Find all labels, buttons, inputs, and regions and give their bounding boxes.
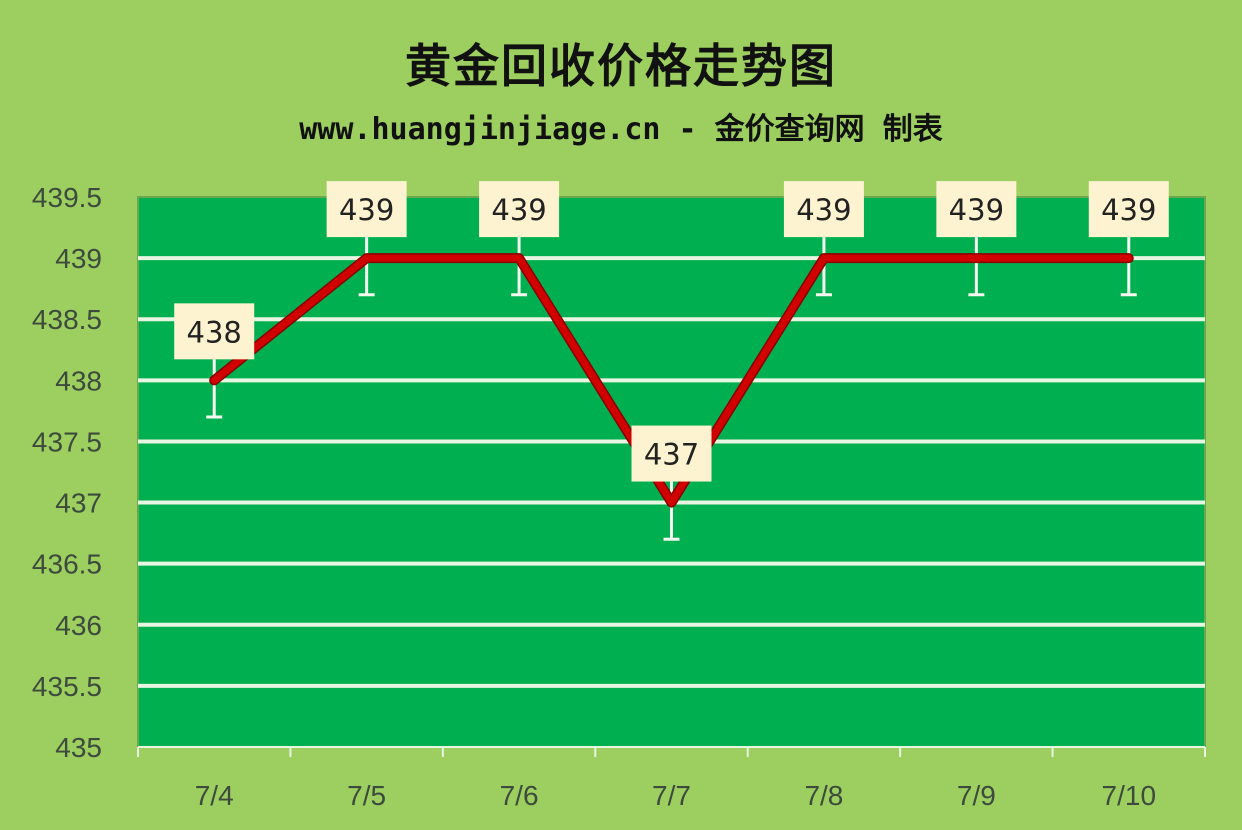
data-label-box <box>783 181 864 238</box>
y-tick-label: 437 <box>55 488 102 519</box>
y-tick-label: 438 <box>55 365 102 396</box>
data-label: 439 <box>339 193 394 227</box>
data-label: 439 <box>1101 193 1156 227</box>
y-tick-label: 435 <box>55 732 102 763</box>
data-label: 439 <box>796 193 851 227</box>
chart-subtitle: www.huangjinjiage.cn - 金价查询网 制表 <box>299 112 943 147</box>
data-label: 439 <box>491 193 546 227</box>
x-tick-label: 7/6 <box>500 780 539 811</box>
x-tick-label: 7/7 <box>652 780 691 811</box>
data-label: 438 <box>187 315 242 349</box>
x-tick-label: 7/5 <box>347 780 386 811</box>
y-tick-label: 435.5 <box>32 671 102 702</box>
y-tick-label: 436 <box>55 610 102 641</box>
x-tick-label: 7/4 <box>195 780 234 811</box>
series-line <box>210 254 1133 507</box>
chart-title: 黄金回收价格走势图 <box>405 39 837 93</box>
y-tick-label: 436.5 <box>32 549 102 580</box>
x-tick-label: 7/10 <box>1102 780 1157 811</box>
x-tick-label: 7/9 <box>957 780 996 811</box>
data-label-box <box>1088 181 1169 238</box>
data-label-box <box>936 181 1017 238</box>
data-label: 437 <box>644 438 699 472</box>
y-tick-label: 438.5 <box>32 304 102 335</box>
data-label-box <box>479 181 560 238</box>
data-label-box <box>631 425 712 482</box>
data-label-box <box>326 181 407 238</box>
y-tick-label: 439 <box>55 243 102 274</box>
y-tick-label: 439.5 <box>32 182 102 213</box>
y-tick-label: 437.5 <box>32 426 102 457</box>
data-label-box <box>174 303 255 360</box>
x-tick-label: 7/8 <box>804 780 843 811</box>
data-label: 439 <box>949 193 1004 227</box>
